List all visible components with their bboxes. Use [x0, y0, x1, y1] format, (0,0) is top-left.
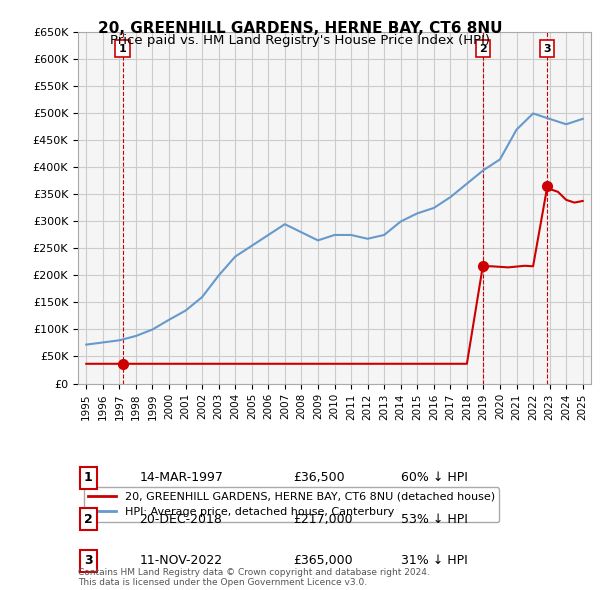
- Text: 3: 3: [84, 554, 92, 567]
- Text: £36,500: £36,500: [293, 471, 345, 484]
- Text: 3: 3: [544, 44, 551, 54]
- Text: 31% ↓ HPI: 31% ↓ HPI: [401, 554, 468, 567]
- Text: 2: 2: [84, 513, 92, 526]
- Text: £365,000: £365,000: [293, 554, 353, 567]
- Text: 20, GREENHILL GARDENS, HERNE BAY, CT6 8NU: 20, GREENHILL GARDENS, HERNE BAY, CT6 8N…: [98, 21, 502, 35]
- Text: 20-DEC-2018: 20-DEC-2018: [140, 513, 223, 526]
- Text: 2: 2: [479, 44, 487, 54]
- Text: 1: 1: [84, 471, 92, 484]
- Legend: 20, GREENHILL GARDENS, HERNE BAY, CT6 8NU (detached house), HPI: Average price, : 20, GREENHILL GARDENS, HERNE BAY, CT6 8N…: [83, 487, 499, 522]
- Text: Price paid vs. HM Land Registry's House Price Index (HPI): Price paid vs. HM Land Registry's House …: [110, 34, 490, 47]
- Text: Contains HM Land Registry data © Crown copyright and database right 2024.
This d: Contains HM Land Registry data © Crown c…: [78, 568, 430, 587]
- Text: 53% ↓ HPI: 53% ↓ HPI: [401, 513, 468, 526]
- Text: 11-NOV-2022: 11-NOV-2022: [140, 554, 223, 567]
- Text: 60% ↓ HPI: 60% ↓ HPI: [401, 471, 468, 484]
- Text: 14-MAR-1997: 14-MAR-1997: [140, 471, 223, 484]
- Text: 1: 1: [119, 44, 127, 54]
- Text: £217,000: £217,000: [293, 513, 353, 526]
